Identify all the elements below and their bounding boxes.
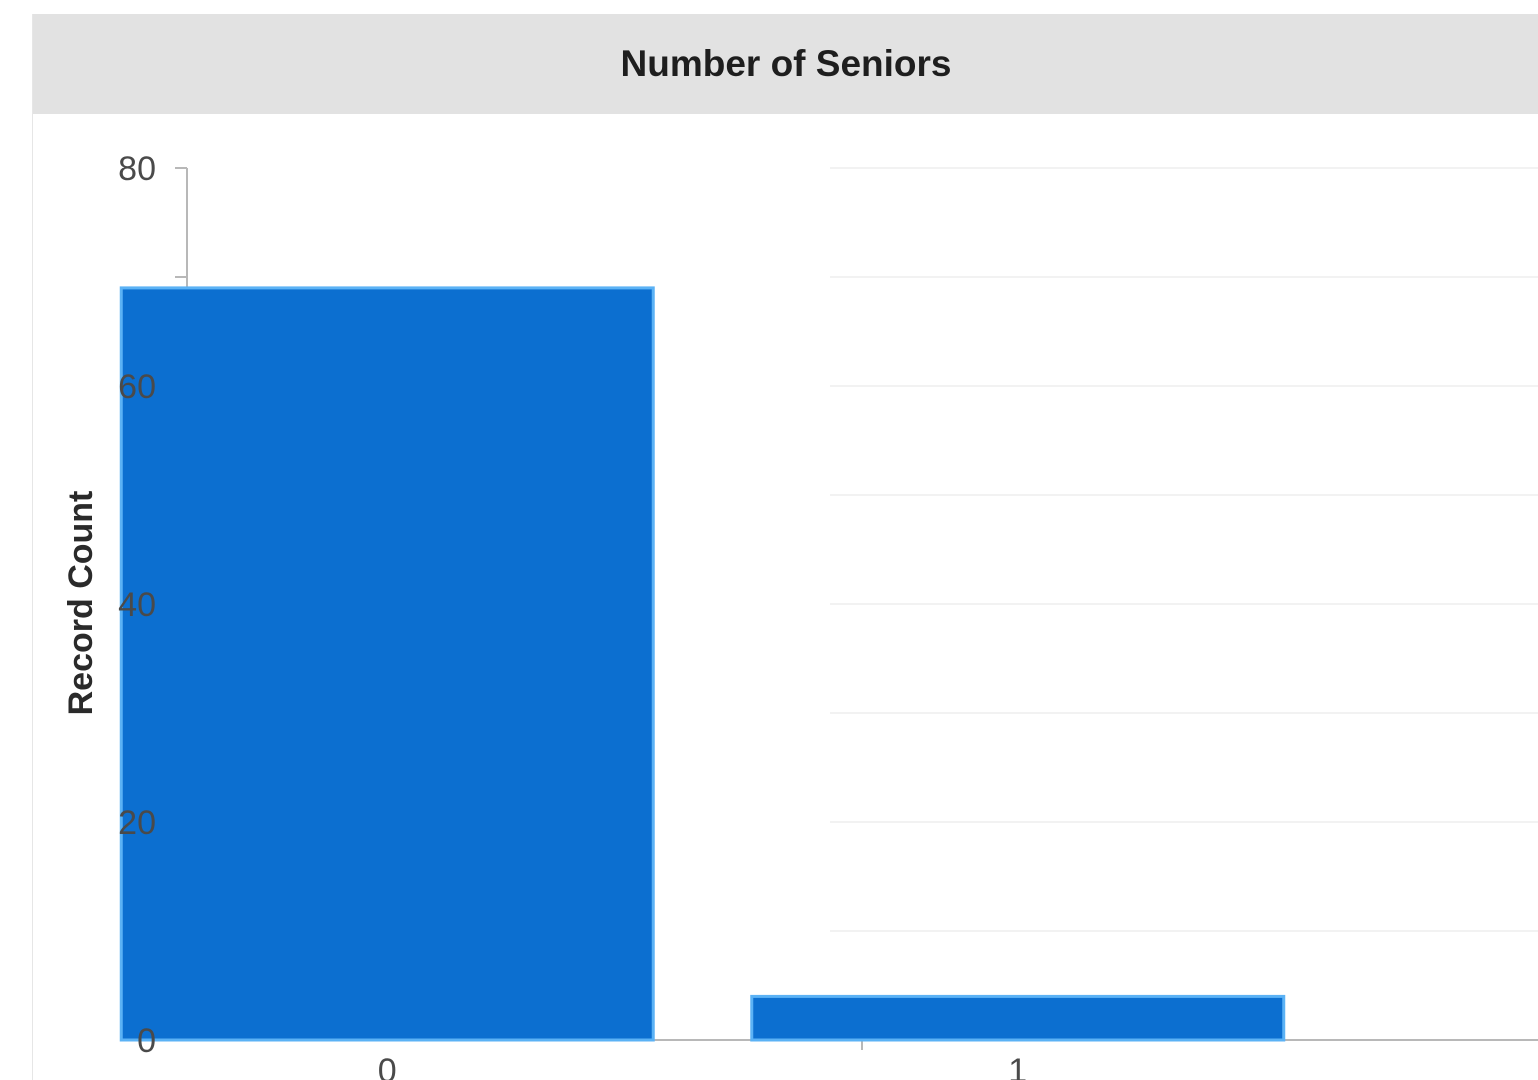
- y-tick-label: 20: [118, 804, 156, 842]
- y-tick-label: 40: [118, 586, 156, 624]
- chart-title: Number of Seniors: [620, 43, 952, 84]
- bars: [119, 286, 1286, 1042]
- y-tick-label: 60: [118, 368, 156, 406]
- bar-1: [750, 994, 1286, 1042]
- bar-0: [119, 286, 655, 1042]
- x-tick-label: 0: [378, 1052, 397, 1080]
- y-tick-label: 0: [137, 1022, 156, 1060]
- x-tick-label: 1: [1008, 1052, 1027, 1080]
- chart-header: Number of Seniors: [33, 14, 1538, 114]
- y-tick-label: 80: [118, 150, 156, 188]
- grid-lines: [830, 167, 1538, 932]
- tick-labels: 0 20 40 60 80 0 1: [118, 150, 1027, 1080]
- y-axis-title: Record Count: [62, 491, 100, 716]
